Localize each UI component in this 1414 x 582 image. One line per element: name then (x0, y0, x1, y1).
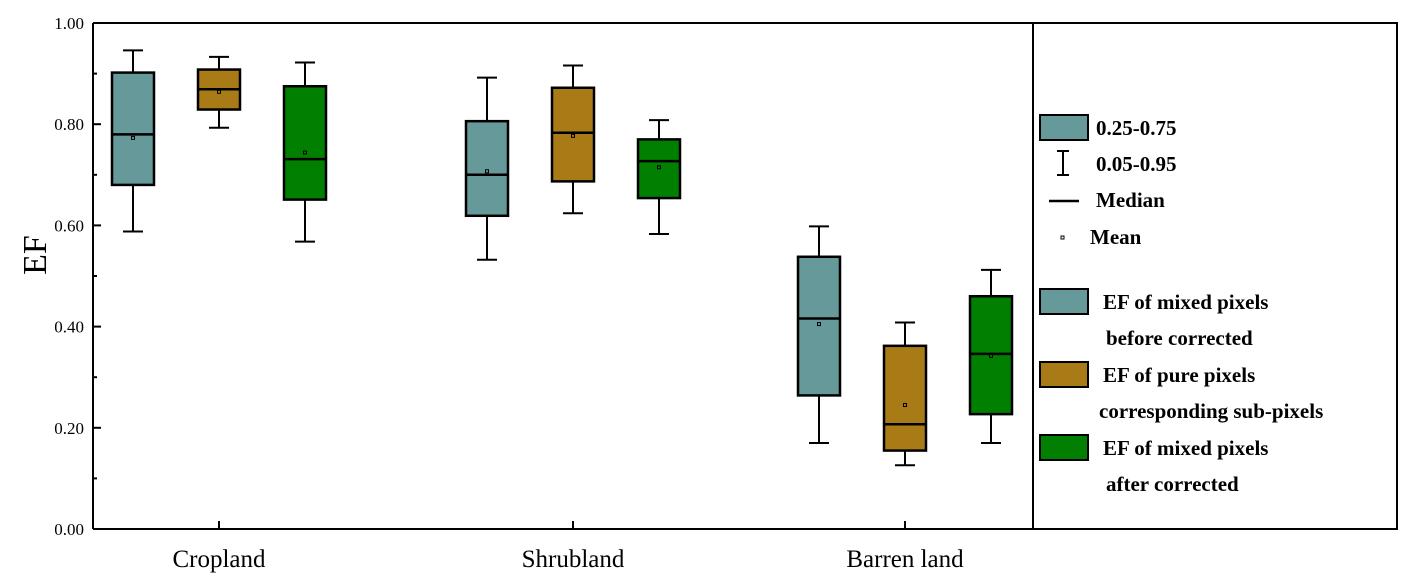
legend-series-1-line-2: before corrected (1106, 326, 1253, 350)
box-mean (903, 403, 907, 408)
box-iqr (464, 119, 510, 218)
y-tick-label: 1.00 (54, 14, 84, 33)
legend-series-2-swatch (1039, 361, 1089, 388)
legend-series-1-swatch (1039, 288, 1089, 315)
box-1-cropland (110, 49, 156, 233)
box-1-barren-land (796, 225, 842, 444)
box-2-cropland (196, 55, 242, 129)
x-tick-label: Barren land (846, 546, 964, 573)
box-3-barren-land (968, 268, 1014, 444)
legend-mean-symbol (1060, 235, 1065, 240)
legend-series-3-swatch (1039, 434, 1089, 461)
box-mean (817, 322, 821, 327)
x-tick-label: Shrubland (522, 546, 625, 573)
legend: 0.25-0.75 0.05-0.95 Median Mean EF of mi… (1032, 22, 1398, 530)
legend-series-3-line-1: EF of mixed pixels (1103, 436, 1268, 460)
y-tick-label: 0.20 (54, 419, 84, 438)
legend-series-2-line-2: corresponding sub-pixels (1099, 399, 1323, 423)
box-mean (131, 135, 135, 140)
x-tick-label: Cropland (172, 546, 266, 573)
legend-median-label: Median (1096, 188, 1165, 212)
legend-whisker-symbol (1057, 150, 1069, 176)
box-iqr (282, 85, 328, 201)
legend-series-3-line-2: after corrected (1106, 472, 1239, 496)
box-mean (657, 165, 661, 170)
y-tick-label: 0.80 (54, 115, 84, 134)
box-2-barren-land (882, 321, 928, 467)
box-series (110, 49, 1014, 467)
legend-box-symbol (1039, 114, 1089, 141)
box-3-shrubland (636, 119, 682, 236)
legend-series-2-line-1: EF of pure pixels (1103, 363, 1255, 387)
legend-whisker-label: 0.05-0.95 (1096, 152, 1177, 176)
y-ticks: 0.00 0.20 0.40 0.60 0.80 1.00 (54, 14, 101, 539)
y-tick-label: 0.00 (54, 520, 84, 539)
box-iqr (796, 255, 842, 397)
box-iqr (110, 71, 156, 187)
box-mean (485, 169, 489, 174)
legend-mean-label: Mean (1090, 225, 1142, 249)
legend-box-label: 0.25-0.75 (1096, 116, 1177, 140)
y-tick-label: 0.60 (54, 216, 84, 235)
box-mean (989, 353, 993, 358)
legend-series-1-line-1: EF of mixed pixels (1103, 290, 1268, 314)
box-mean (571, 133, 575, 138)
box-2-shrubland (550, 64, 596, 215)
box-1-shrubland (464, 76, 510, 261)
box-iqr (968, 294, 1014, 416)
box-3-cropland (282, 61, 328, 243)
box-iqr (882, 344, 928, 452)
box-mean (217, 89, 221, 94)
legend-frame (1032, 22, 1398, 530)
y-axis-label: EF (17, 235, 54, 275)
x-ticks: Cropland Shrubland Barren land (172, 521, 964, 573)
box-mean (303, 150, 307, 155)
y-tick-label: 0.40 (54, 318, 84, 337)
